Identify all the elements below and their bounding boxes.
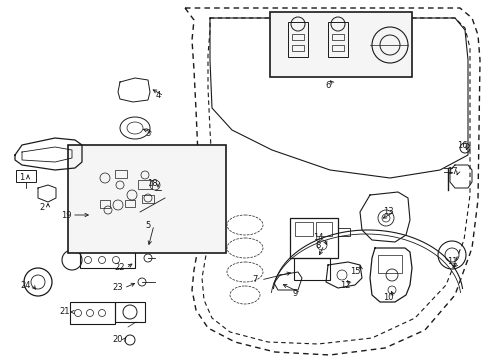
Bar <box>68 145 225 253</box>
Bar <box>289 218 337 258</box>
Text: 14: 14 <box>312 234 323 243</box>
Bar <box>92 208 132 228</box>
Bar <box>291 45 304 51</box>
Bar <box>269 12 411 77</box>
Bar <box>327 22 347 57</box>
Text: 3: 3 <box>145 129 150 138</box>
Bar <box>70 302 115 324</box>
Bar <box>100 200 110 208</box>
Text: 21: 21 <box>60 307 70 316</box>
Text: 22: 22 <box>115 264 125 273</box>
Bar <box>291 34 304 40</box>
Text: 23: 23 <box>112 284 123 292</box>
Bar <box>125 200 135 207</box>
Bar <box>80 252 135 268</box>
Bar <box>138 180 152 189</box>
Text: 20: 20 <box>113 336 123 345</box>
Text: 13: 13 <box>382 207 392 216</box>
Text: 16: 16 <box>456 140 467 149</box>
Text: 5: 5 <box>145 220 150 230</box>
Text: 15: 15 <box>349 267 360 276</box>
Bar <box>294 222 312 236</box>
Text: 7: 7 <box>252 275 257 284</box>
Text: 17: 17 <box>446 167 456 176</box>
Bar <box>16 170 36 182</box>
Text: 2: 2 <box>40 203 44 212</box>
Text: 12: 12 <box>339 280 349 289</box>
Bar <box>287 22 307 57</box>
Text: 9: 9 <box>292 288 297 297</box>
Bar <box>293 258 329 280</box>
Bar <box>377 255 401 273</box>
Text: 10: 10 <box>382 293 392 302</box>
Bar <box>331 34 343 40</box>
Text: 11: 11 <box>446 257 456 266</box>
Text: 4: 4 <box>155 91 160 100</box>
Bar <box>337 228 349 236</box>
Text: 19: 19 <box>61 211 71 220</box>
Text: 1: 1 <box>20 174 24 183</box>
Bar <box>315 222 331 236</box>
Bar <box>331 45 343 51</box>
Bar <box>142 195 154 203</box>
Text: 24: 24 <box>20 280 31 289</box>
Text: 18: 18 <box>146 180 157 189</box>
Text: 8: 8 <box>315 240 320 249</box>
Bar <box>115 170 127 178</box>
Text: 6: 6 <box>325 81 330 90</box>
Bar <box>115 302 145 322</box>
